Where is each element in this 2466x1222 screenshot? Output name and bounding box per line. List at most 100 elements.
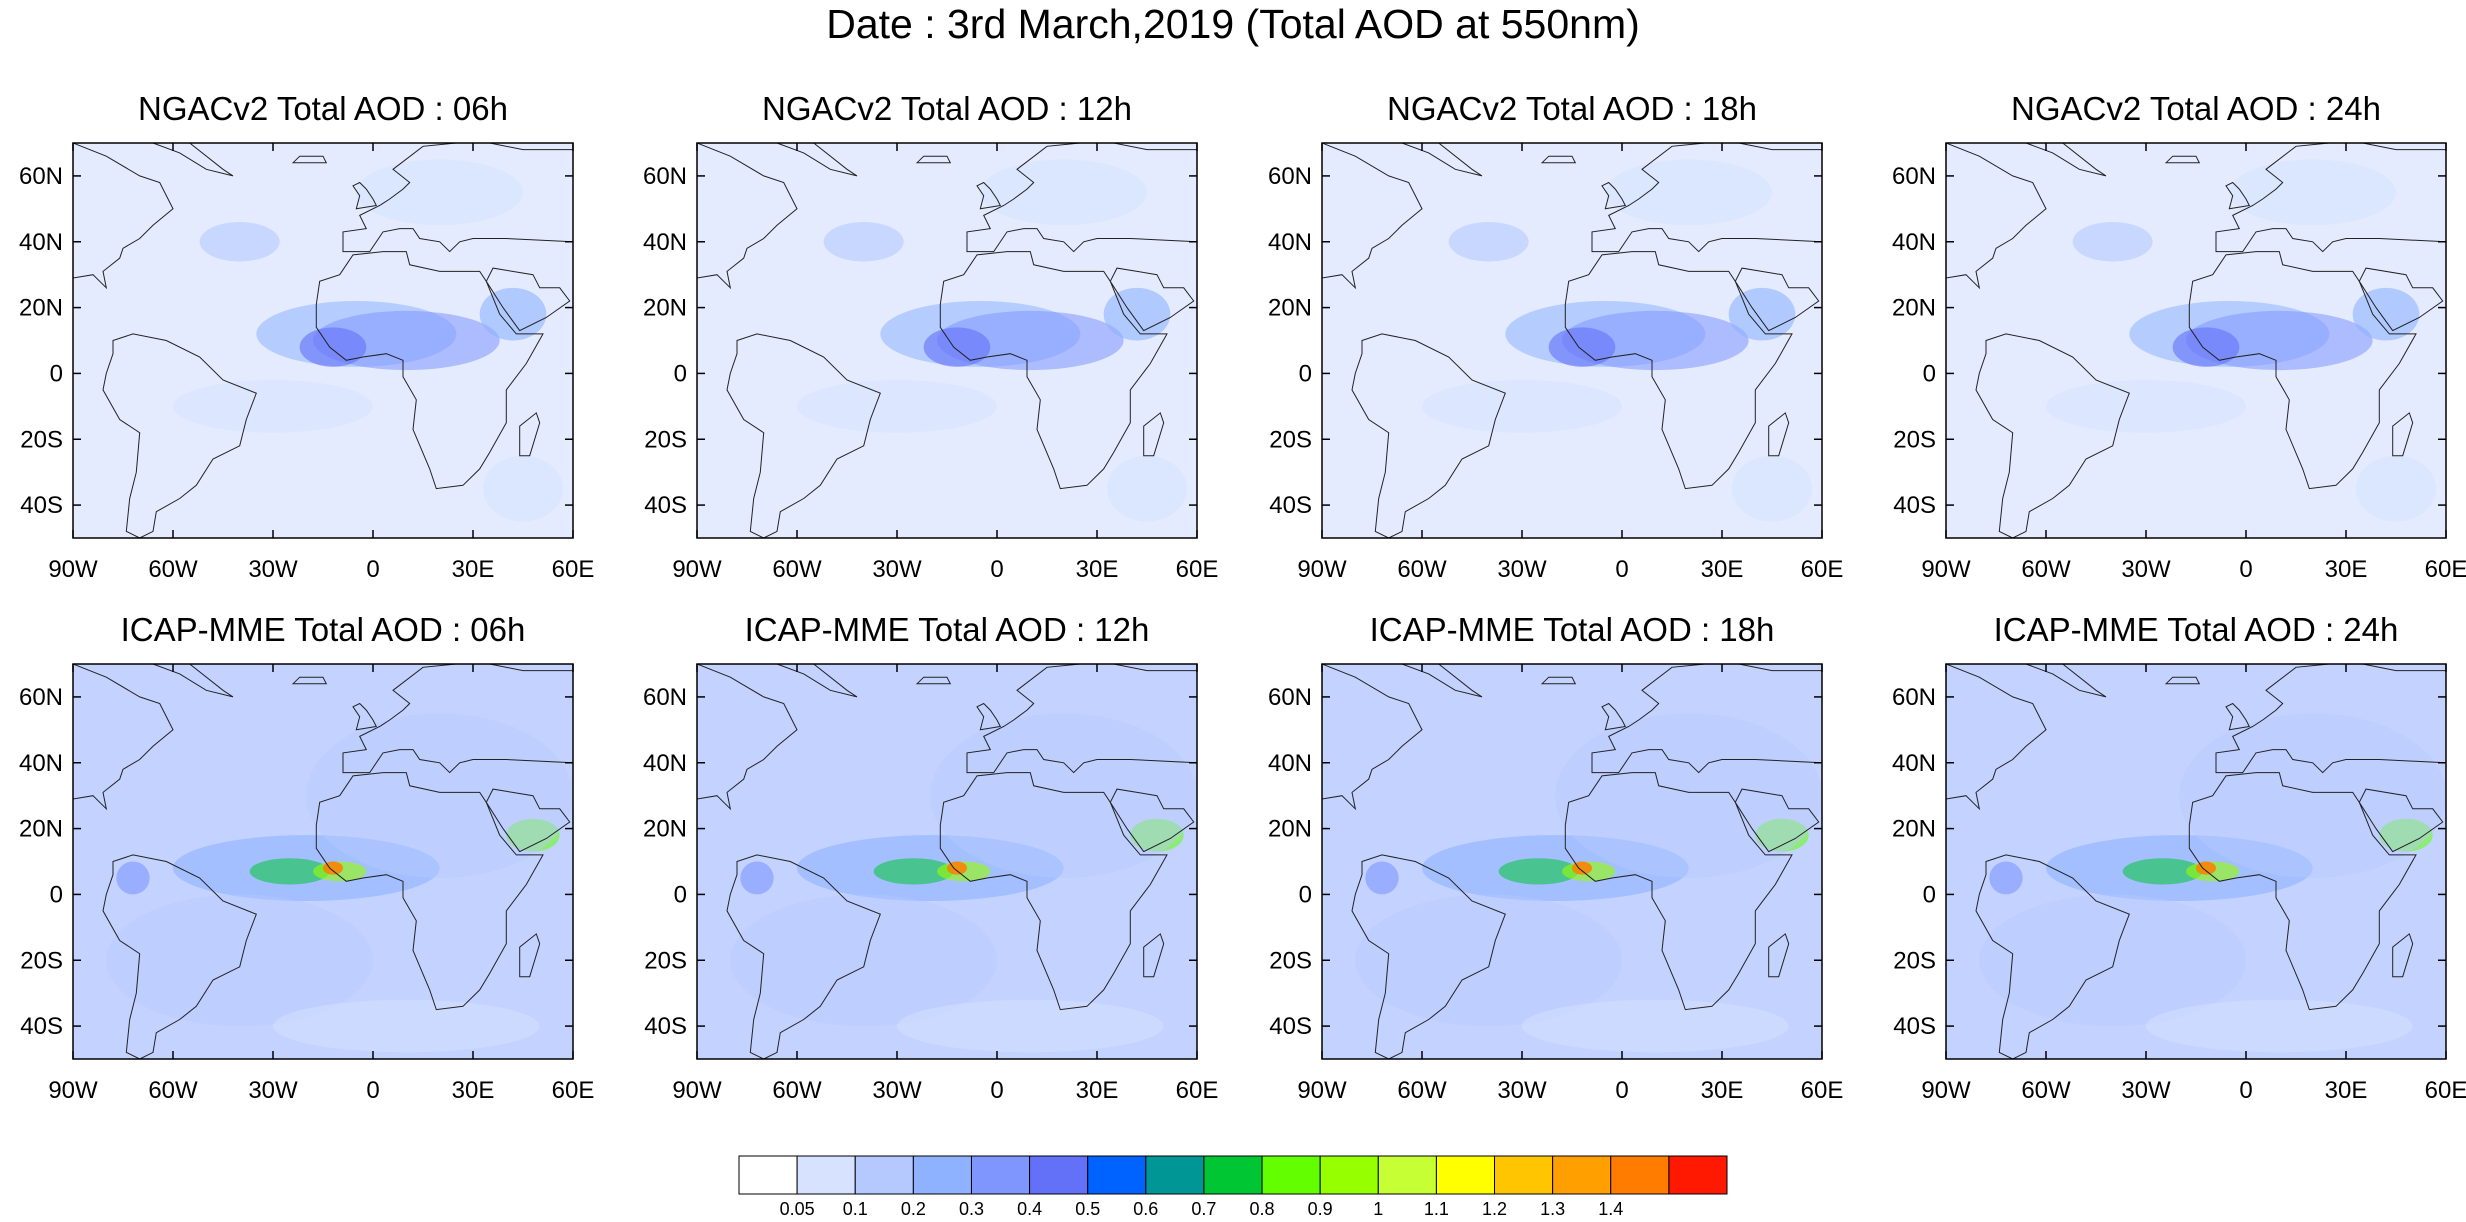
lat-tick-label: 40N — [19, 229, 63, 256]
aod-field — [73, 143, 573, 538]
coastline-madagascar — [2392, 933, 2414, 978]
lat-tick-label: 20S — [1269, 947, 1312, 974]
coastline-uk — [1601, 702, 1627, 731]
coastline-madagascar — [1143, 933, 1165, 978]
aerosol-plume — [897, 999, 1164, 1053]
aerosol-plume — [1989, 861, 2023, 895]
lat-tick-label: 60N — [19, 684, 63, 711]
map-panel: ICAP-MME Total AOD : 18h 60N 40N 20N 0 20S 40S… — [1249, 611, 1849, 1121]
panel-title: NGACv2 Total AOD : 24h — [2011, 90, 2381, 127]
coastline-africa — [315, 772, 544, 1011]
lon-tick-label: 90W — [1921, 556, 1971, 583]
lat-tick-label: 0 — [1923, 360, 1936, 387]
lat-tick-label: 40S — [20, 1013, 63, 1040]
colorbar-label: 0.7 — [1191, 1199, 1216, 1219]
aerosol-plume — [1498, 858, 1579, 885]
coastline-arabia — [1109, 267, 1195, 332]
colorbar-label: 0.1 — [843, 1199, 868, 1219]
lat-tick-label: 40N — [1892, 750, 1936, 777]
colorbar-swatch — [1319, 1155, 1379, 1195]
coastline-southAmerica — [726, 333, 881, 538]
lon-tick-label: 90W — [1921, 1077, 1971, 1104]
aerosol-plume — [1605, 159, 1772, 226]
aerosol-plume — [483, 455, 563, 522]
aod-map: 60N 40N 20N 0 20S 40S 90W 60W 30W 0 30E 60E — [19, 663, 595, 1104]
aerosol-plume — [1732, 455, 1812, 522]
lon-tick-label: 60E — [552, 1077, 595, 1104]
colorbar-label: 1 — [1373, 1199, 1383, 1219]
lon-tick-label: 60E — [1176, 556, 1219, 583]
colorbar-swatch — [1261, 1155, 1321, 1195]
colorbar-swatch — [912, 1155, 972, 1195]
colorbar-label: 0.2 — [901, 1199, 926, 1219]
lat-tick-label: 40N — [643, 750, 687, 777]
aerosol-plume — [2122, 858, 2203, 885]
coastline-southAmerica — [1975, 333, 2130, 538]
aerosol-plume — [2172, 327, 2240, 367]
map-frame — [696, 663, 1198, 1060]
map-panel: ICAP-MME Total AOD : 12h 60N 40N 20N 0 20S 40S… — [624, 611, 1224, 1121]
lon-tick-label: 0 — [990, 556, 1003, 583]
coastline-greenland — [1382, 664, 1483, 698]
coastline-greenland — [757, 143, 858, 177]
lat-tick-label: 60N — [643, 684, 687, 711]
aerosol-plume — [2352, 287, 2420, 341]
lon-tick-label: 60W — [772, 1077, 822, 1104]
lat-tick-label: 60N — [19, 163, 63, 190]
panel-title: ICAP-MME Total AOD : 24h — [1993, 611, 2399, 648]
lat-tick-label: 60N — [1268, 684, 1312, 711]
lat-tick-label: 40S — [1893, 1013, 1936, 1040]
lon-tick-label: 90W — [48, 556, 98, 583]
aerosol-plume — [1522, 999, 1789, 1053]
aod-map: 60N 40N 20N 0 20S 40S 90W 60W 30W 0 30E 60E — [643, 663, 1218, 1104]
colorbar-label: 1.2 — [1482, 1199, 1507, 1219]
coastline-greenland — [2006, 664, 2107, 698]
colorbar-swatch — [854, 1155, 914, 1195]
colorbar-label: 0.9 — [1308, 1199, 1333, 1219]
aod-field — [697, 664, 1197, 1059]
aerosol-plume — [1548, 327, 1616, 367]
coastline-uk — [976, 181, 1002, 210]
coastline-southAmerica — [726, 854, 881, 1059]
coastline-europe — [1591, 143, 1822, 253]
aod-field — [73, 664, 573, 1059]
lon-tick-label: 30W — [248, 556, 298, 583]
colorbar-swatch — [1145, 1155, 1205, 1195]
lon-tick-label: 60W — [2021, 556, 2071, 583]
lon-tick-label: 60E — [1801, 556, 1844, 583]
lon-tick-label: 90W — [1297, 556, 1347, 583]
coastline-africa — [1564, 251, 1793, 490]
panel-title: NGACv2 Total AOD : 06h — [138, 90, 508, 127]
coastline-northAmerica — [73, 664, 174, 811]
coastline-africa — [939, 772, 1168, 1011]
aerosol-plume — [823, 222, 904, 262]
colorbar-swatch — [1552, 1155, 1612, 1195]
lon-tick-label: 60W — [772, 556, 822, 583]
colorbar-swatch — [1087, 1155, 1147, 1195]
aod-field — [1322, 664, 1822, 1059]
coastline-southAmerica — [1351, 854, 1506, 1059]
lat-tick-label: 20S — [1893, 947, 1936, 974]
panel-title: NGACv2 Total AOD : 12h — [762, 90, 1132, 127]
lon-tick-label: 60W — [148, 556, 198, 583]
aerosol-plume — [1555, 713, 1822, 878]
colorbar-swatch — [1610, 1155, 1670, 1195]
coastline-africa — [1564, 772, 1793, 1011]
map-frame — [72, 663, 574, 1060]
lat-tick-label: 20N — [1268, 816, 1312, 843]
lon-tick-label: 30W — [872, 556, 922, 583]
coastline-arabia — [485, 267, 571, 332]
lon-tick-label: 30E — [1076, 1077, 1119, 1104]
aerosol-plume — [873, 858, 954, 885]
lon-tick-label: 30E — [452, 1077, 495, 1104]
coastline-uk — [2225, 181, 2251, 210]
coastline-iceland — [1540, 155, 1577, 164]
lat-tick-label: 40S — [1269, 1013, 1312, 1040]
aerosol-plume — [923, 327, 991, 367]
coastline-africa — [315, 251, 544, 490]
aerosol-plume — [1448, 222, 1529, 262]
lat-tick-label: 40N — [643, 229, 687, 256]
coastline-iceland — [2164, 676, 2201, 685]
aod-colorbar: 0.05 0.1 0.2 0.3 0.4 0.5 0.6 0.7 0.8 0.9 1 1.1 1.2 1.… — [738, 1155, 1728, 1219]
aod-field — [697, 143, 1197, 538]
